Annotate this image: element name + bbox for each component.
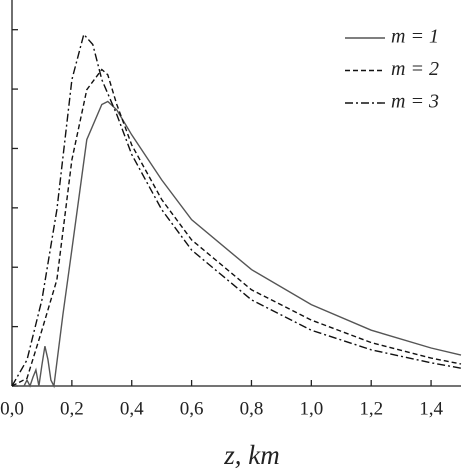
x-axis-label: z, km [223, 440, 280, 470]
x-tick-label: 1,2 [359, 398, 383, 419]
legend-label: m = 3 [391, 91, 439, 113]
x-tick-label: 0,8 [240, 398, 264, 419]
series-line [11, 32, 462, 387]
legend-label: m = 2 [391, 58, 439, 80]
series-line [12, 100, 462, 389]
x-tick-label: 0,6 [180, 398, 204, 419]
series-line [11, 68, 462, 387]
x-tick-label: 0,4 [120, 398, 144, 419]
x-tick-label: 1,0 [299, 398, 323, 419]
x-tick-label: 1,4 [419, 398, 443, 419]
x-tick-label: 0,0 [0, 398, 24, 419]
legend-label: m = 1 [391, 26, 439, 48]
x-tick-label: 0,2 [60, 398, 84, 419]
